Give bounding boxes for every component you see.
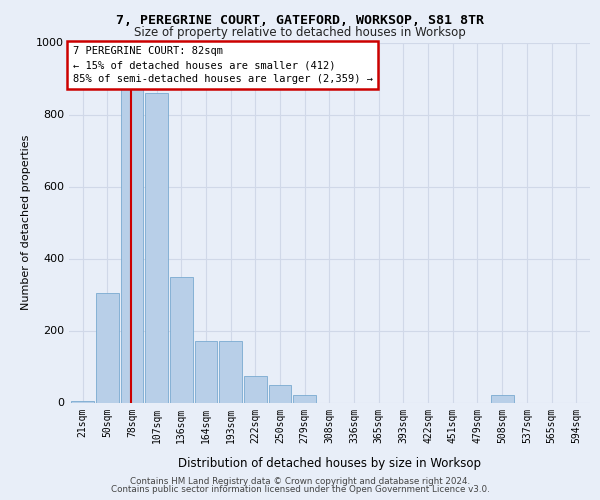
Bar — [491, 396, 514, 402]
Y-axis label: Number of detached properties: Number of detached properties — [20, 135, 31, 310]
Bar — [293, 396, 316, 402]
Text: Contains HM Land Registry data © Crown copyright and database right 2024.: Contains HM Land Registry data © Crown c… — [130, 478, 470, 486]
Bar — [96, 292, 119, 403]
Bar — [269, 384, 292, 402]
X-axis label: Distribution of detached houses by size in Worksop: Distribution of detached houses by size … — [178, 456, 481, 469]
Bar — [194, 342, 217, 402]
Text: 7, PEREGRINE COURT, GATEFORD, WORKSOP, S81 8TR: 7, PEREGRINE COURT, GATEFORD, WORKSOP, S… — [116, 14, 484, 27]
Bar — [145, 93, 168, 402]
Text: Contains public sector information licensed under the Open Government Licence v3: Contains public sector information licen… — [110, 485, 490, 494]
Bar — [220, 342, 242, 402]
Text: 7 PEREGRINE COURT: 82sqm
← 15% of detached houses are smaller (412)
85% of semi-: 7 PEREGRINE COURT: 82sqm ← 15% of detach… — [73, 46, 373, 84]
Text: Size of property relative to detached houses in Worksop: Size of property relative to detached ho… — [134, 26, 466, 39]
Bar — [121, 57, 143, 403]
Bar — [170, 276, 193, 402]
Bar — [244, 376, 267, 402]
